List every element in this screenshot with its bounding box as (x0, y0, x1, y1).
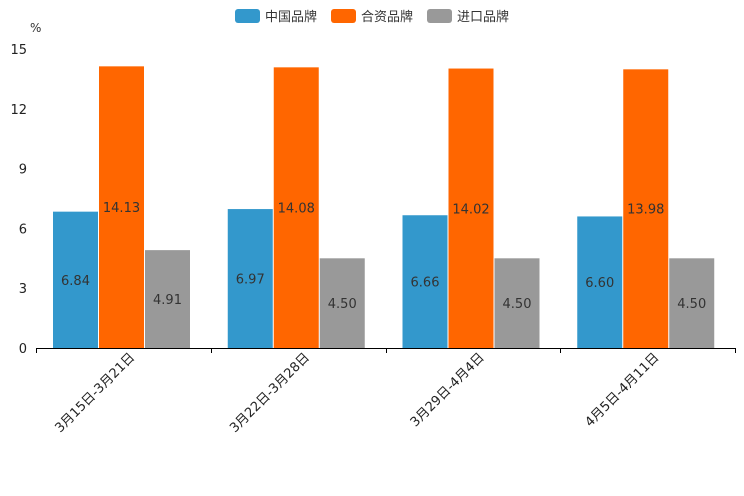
bar (99, 66, 144, 348)
data-label: 4.50 (503, 297, 532, 312)
legend-swatch-joint (330, 8, 356, 23)
data-label: 6.66 (411, 276, 440, 291)
x-tick-label: 3月22日-3月28日 (227, 350, 313, 436)
y-tick-label: 12 (10, 103, 27, 118)
bar (53, 211, 98, 348)
bar (145, 250, 190, 348)
data-label: 4.50 (328, 297, 357, 312)
data-label: 13.98 (627, 203, 664, 218)
bar (273, 67, 319, 348)
legend-swatch-china (234, 8, 260, 23)
data-label: 4.50 (677, 297, 706, 312)
y-tick-label: 3 (19, 282, 27, 297)
y-tick-label: 6 (19, 222, 27, 237)
bar (623, 69, 669, 348)
y-tick-label: 15 (10, 43, 27, 58)
legend: 中国品牌 合资品牌 进口品牌 (0, 6, 744, 25)
bar (494, 258, 540, 348)
data-label: 14.08 (278, 202, 315, 217)
y-axis-unit: % (30, 21, 42, 35)
y-tick-label: 0 (19, 342, 27, 357)
legend-label-import: 进口品牌 (457, 10, 510, 25)
data-label: 14.02 (452, 202, 489, 217)
data-label: 6.97 (236, 273, 265, 288)
data-label: 4.91 (153, 293, 182, 308)
legend-item-china[interactable]: 中国品牌 (234, 6, 317, 25)
bar (319, 258, 365, 348)
bar (577, 216, 623, 348)
x-tick-label: 3月15日-3月21日 (52, 350, 138, 436)
x-tick-label: 3月29日-4月4日 (408, 350, 488, 430)
bar (227, 209, 273, 348)
bar (448, 68, 494, 348)
bar (669, 258, 715, 348)
data-label: 6.60 (585, 276, 614, 291)
data-label: 14.13 (103, 201, 140, 216)
bar (402, 215, 448, 348)
legend-item-joint[interactable]: 合资品牌 (330, 6, 413, 25)
y-tick-label: 9 (19, 163, 27, 178)
legend-label-joint: 合资品牌 (360, 10, 413, 25)
x-tick-label: 4月5日-4月11日 (583, 350, 663, 430)
data-label: 6.84 (61, 274, 90, 289)
legend-item-import[interactable]: 进口品牌 (427, 6, 509, 25)
legend-swatch-import (427, 8, 452, 23)
legend-label-china: 中国品牌 (264, 10, 317, 25)
